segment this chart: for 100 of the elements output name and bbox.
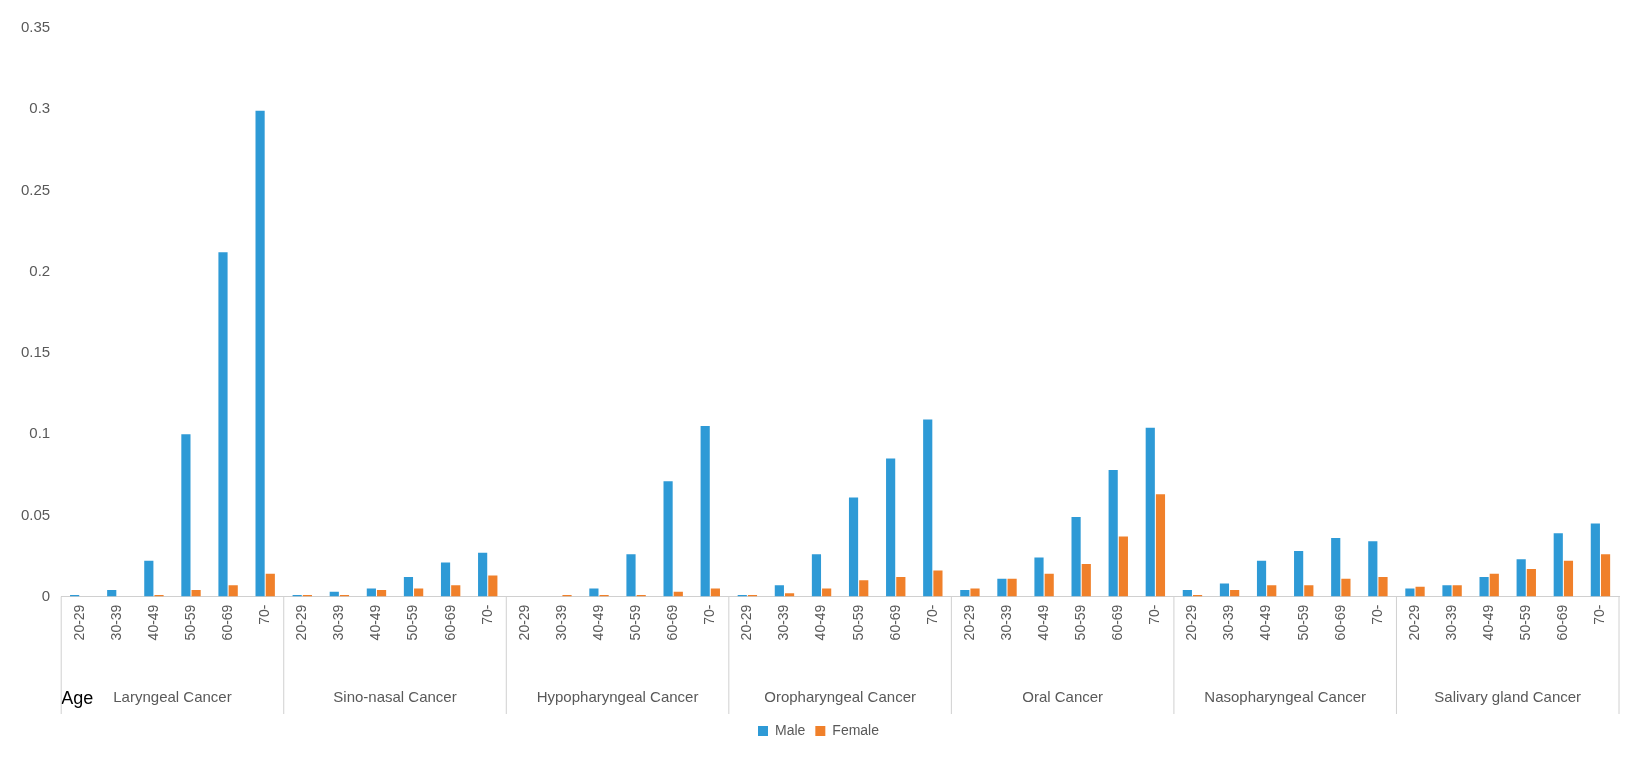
y-tick-label: 0.3 [29,99,51,117]
x-tick-label: 40-49 [589,604,606,641]
x-tick-label: 50-59 [1072,604,1089,641]
x-tick-label: 30-39 [775,604,792,641]
text: Laryngeal Cancer [113,688,232,706]
bar [1108,469,1118,597]
x-tick-label: 70- [701,604,718,625]
bar [1452,585,1462,597]
x-tick-label: 20-29 [293,604,310,641]
text: Sino-nasal Cancer [333,688,457,706]
bar [1118,536,1128,597]
x-tick-label: 30-39 [1220,604,1237,641]
bar [265,573,275,597]
bar [774,585,784,597]
bar [228,585,238,597]
bar [1415,586,1425,597]
x-tick-label: 50-59 [626,604,643,641]
bar [1044,573,1054,597]
x-tick-label: 60-69 [441,604,458,641]
x-tick-label: 30-39 [330,604,347,641]
bar [896,577,906,597]
x-tick-label: 70- [478,604,495,625]
bar [1563,560,1574,597]
bar [1378,577,1388,597]
bar [1155,494,1166,597]
x-tick-label: 40-49 [144,604,161,641]
bar [1267,585,1277,597]
bar [1590,523,1600,597]
x-tick-label: 40-49 [367,604,384,641]
bar [1368,541,1378,597]
bar [144,560,154,597]
bar [414,588,424,597]
x-tick-label: 20-29 [515,604,532,641]
x-tick-label: 70- [1368,604,1385,625]
x-tick-label: 40-49 [1480,604,1497,641]
bar [626,554,636,597]
x-tick-label: 50-59 [1294,604,1311,641]
bar [848,497,859,597]
bar [181,434,191,597]
bar [1256,560,1267,597]
bar [1442,585,1452,597]
x-tick-label: 60-69 [1554,604,1571,641]
text: Oropharyngeal Cancer [764,688,916,706]
x-tick-label: 60-69 [218,604,235,641]
bar [811,554,822,597]
bar [440,562,451,597]
bar [366,588,376,597]
y-tick-label: 0 [41,586,51,604]
bar [218,252,228,597]
bar [1553,533,1563,597]
x-tick-label: 70- [923,604,940,625]
x-axis-title: Age [61,688,94,709]
bar [997,578,1007,597]
bar [710,588,720,597]
x-tick-label: 60-69 [886,604,903,641]
x-tick-label: 20-29 [960,604,977,641]
bar [403,577,414,597]
bar [1405,588,1415,597]
x-tick-label: 40-49 [812,604,829,641]
bar [1600,554,1611,597]
bar [589,588,599,597]
x-tick-label: 50-59 [404,604,421,641]
bar [923,419,933,597]
bar [784,593,795,597]
bar [1071,516,1081,597]
text: Nasopharyngeal Cancer [1204,688,1367,706]
x-tick-label: 20-29 [1183,604,1200,641]
bar [1341,578,1351,597]
bar [1034,557,1044,597]
x-tick-label: 40-49 [1034,604,1051,641]
bar [1230,590,1240,597]
bar [1219,583,1230,597]
bar [960,590,970,597]
legend-label: Female [832,721,880,738]
x-tick-label: 30-39 [997,604,1014,641]
x-tick-label: 20-29 [738,604,755,641]
x-tick-label: 30-39 [552,604,569,641]
x-tick-label: 40-49 [1257,604,1274,641]
legend-label: Male [774,721,806,738]
y-tick-label: 0.1 [29,424,51,442]
bar [1526,568,1536,597]
bar [1182,590,1192,597]
x-tick-label: 20-29 [70,604,87,641]
bar [1304,585,1314,597]
bar [700,426,710,597]
x-tick-label: 30-39 [1442,604,1459,641]
text: Hypopharyngeal Cancer [536,688,699,706]
bar [478,552,488,597]
bar [1294,551,1304,597]
x-tick-label: 50-59 [849,604,866,641]
x-tick-label: 60-69 [664,604,681,641]
text: Oral Cancer [1022,688,1104,706]
bar [822,588,832,597]
bar [376,590,387,597]
x-tick-label: 70- [256,604,273,625]
bar [1145,427,1155,597]
y-tick-label: 0.05 [20,505,51,523]
y-tick-label: 0.2 [29,261,51,279]
x-tick-label: 70- [1146,604,1163,625]
y-tick-label: 0.35 [20,18,51,36]
